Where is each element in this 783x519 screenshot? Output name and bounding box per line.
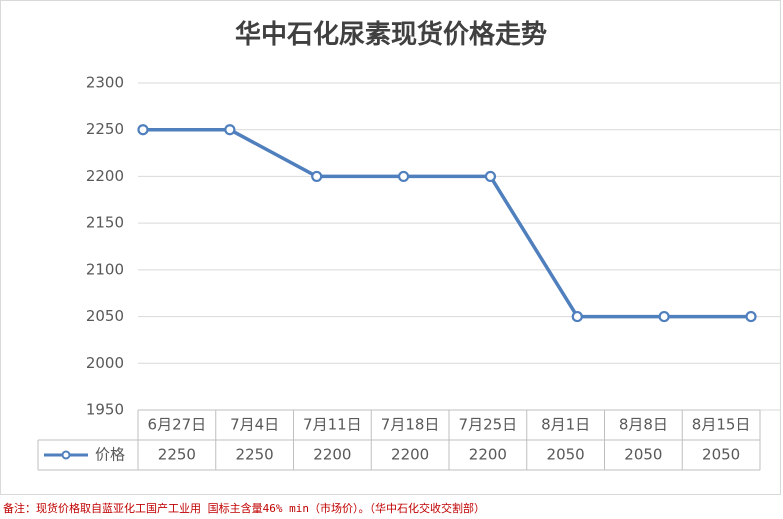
data-point (745, 310, 757, 323)
table-value: 2200 (391, 446, 429, 464)
y-tick-label: 2200 (86, 167, 124, 185)
x-tick-label: 7月25日 (459, 416, 518, 434)
table-value: 2050 (624, 446, 662, 464)
data-point (311, 170, 323, 183)
x-tick-label: 7月4日 (230, 416, 279, 434)
data-point (137, 124, 149, 136)
x-tick-label: 8月8日 (619, 416, 668, 434)
data-point (224, 124, 236, 136)
data-point (397, 170, 410, 183)
x-tick-label: 7月11日 (303, 416, 362, 434)
data-point (571, 310, 583, 323)
y-tick-label: 2150 (86, 214, 124, 232)
table-value: 2200 (469, 446, 507, 464)
x-tick-label: 6月27日 (148, 416, 207, 434)
y-tick-label: 2300 (86, 74, 124, 92)
y-tick-label: 2000 (86, 354, 124, 372)
chart-title: 华中石化尿素现货价格走势 (235, 19, 547, 50)
legend-marker (61, 450, 71, 460)
x-tick-label: 7月18日 (381, 416, 440, 434)
x-tick-label: 8月1日 (541, 416, 590, 434)
y-tick-label: 2250 (86, 120, 124, 138)
y-tick-label: 2100 (86, 260, 124, 278)
table-value: 2050 (702, 446, 740, 464)
data-point (484, 170, 497, 183)
x-tick-label: 8月15日 (692, 416, 751, 434)
table-value: 2200 (313, 446, 351, 464)
footnote: 备注：现货价格取自蓝亚化工国产工业用 国标主含量46% min（市场价）。（华中… (3, 501, 485, 515)
data-point (658, 310, 670, 323)
y-tick-label: 1950 (86, 401, 124, 419)
table-value: 2050 (547, 446, 585, 464)
y-tick-label: 2050 (86, 307, 124, 325)
table-value: 2250 (158, 446, 196, 464)
series-line (143, 127, 751, 319)
legend-label: 价格 (95, 446, 125, 464)
table-value: 2250 (236, 446, 274, 464)
